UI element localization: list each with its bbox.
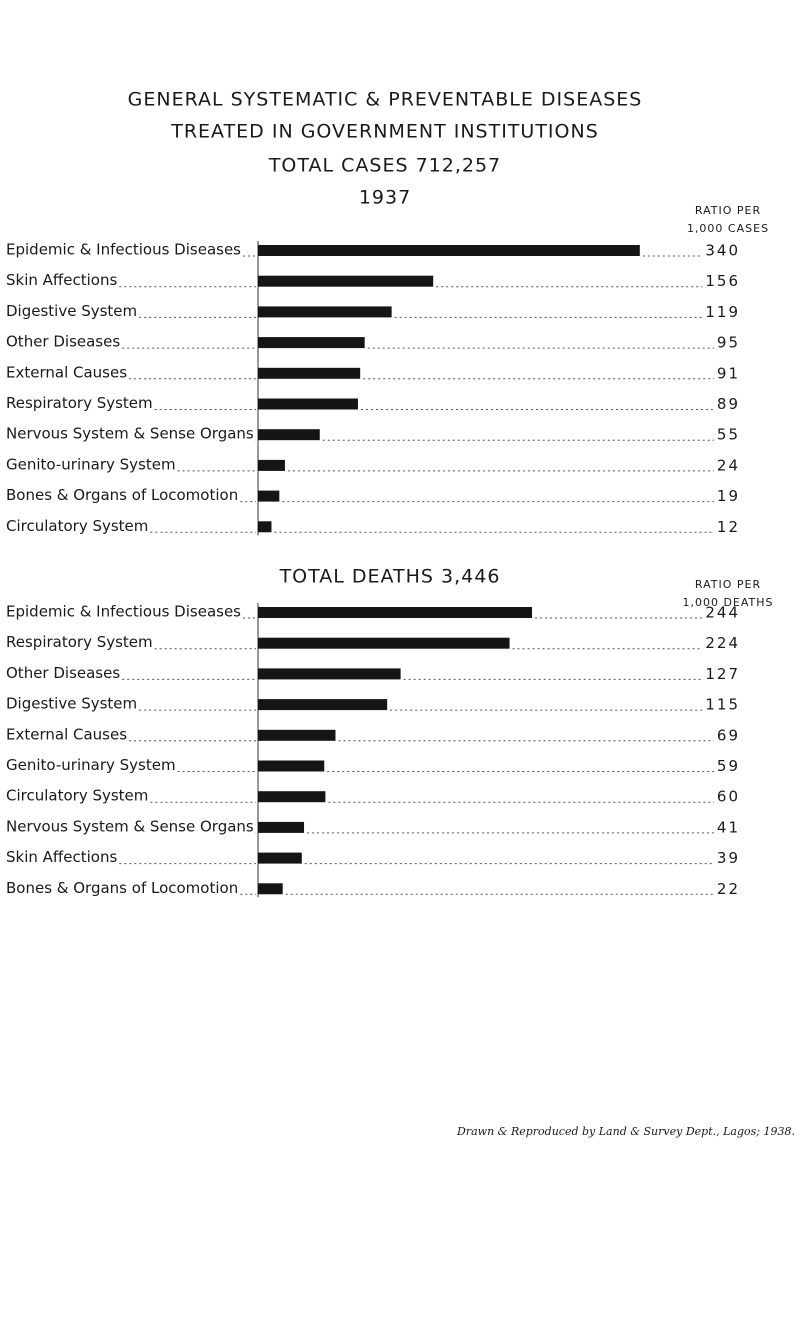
value-label: 244 [705,604,740,622]
value-label: 115 [705,696,740,714]
bar [258,521,272,533]
bar [258,821,305,833]
value-label: 55 [717,426,740,444]
value-label: 127 [705,665,740,683]
category-label: Nervous System & Sense Organs [6,817,254,835]
category-label: Bones & Organs of Locomotion [6,486,238,504]
category-label: Skin Affections [6,271,117,289]
value-label: 60 [717,788,740,806]
bar [258,459,285,471]
category-label: Circulatory System [6,787,148,805]
bar [258,245,640,256]
category-label: Digestive System [6,302,137,320]
category-label: Epidemic & Infectious Diseases [6,603,241,621]
category-label: Genito-urinary System [6,756,176,774]
category-label: Respiratory System [6,394,153,412]
value-label: 22 [717,880,740,898]
value-header: RATIO PER [695,204,761,217]
bar [258,490,280,502]
value-label: 156 [705,272,740,290]
value-header: RATIO PER [695,578,761,591]
bar [258,607,533,618]
category-label: Respiratory System [6,633,153,651]
value-label: 95 [717,334,740,352]
value-label: 69 [717,726,740,744]
value-label: 119 [705,303,740,321]
chart-subtitle: TOTAL CASES 712,257 [268,155,501,177]
value-label: 19 [717,487,740,505]
value-label: 59 [717,757,740,775]
chart-subtitle: 1937 [359,187,411,209]
bar [258,275,434,287]
value-label: 41 [717,818,740,836]
value-label: 24 [717,456,740,474]
bar [258,729,336,741]
credit: Drawn & Reproduced by Land & Survey Dept… [456,1125,795,1138]
bar [258,306,392,318]
value-label: 91 [717,364,740,382]
value-label: 224 [705,634,740,652]
bar [258,883,283,895]
value-header: 1,000 CASES [687,222,769,235]
category-label: Other Diseases [6,333,120,351]
value-header: 1,000 DEATHS [682,596,773,609]
category-label: Digestive System [6,695,137,713]
category-label: External Causes [6,725,127,743]
chart-title: TOTAL DEATHS 3,446 [279,566,501,588]
category-label: Epidemic & Infectious Diseases [6,241,241,259]
bar [258,367,361,379]
value-label: 39 [717,849,740,867]
chart-title: GENERAL SYSTEMATIC & PREVENTABLE DISEASE… [128,89,643,111]
category-label: Nervous System & Sense Organs [6,425,254,443]
bar [258,398,358,410]
category-label: Genito-urinary System [6,455,176,473]
value-label: 12 [717,518,740,536]
bar [258,852,302,864]
bar [258,760,325,772]
category-label: Skin Affections [6,848,117,866]
bar [258,668,401,680]
bar [258,791,326,803]
value-label: 340 [705,242,740,260]
chart-title: TREATED IN GOVERNMENT INSTITUTIONS [170,121,599,143]
value-label: 89 [717,395,740,413]
category-label: Other Diseases [6,664,120,682]
category-label: External Causes [6,363,127,381]
category-label: Circulatory System [6,517,148,535]
bar [258,337,365,349]
category-label: Bones & Organs of Locomotion [6,879,238,897]
bar [258,699,388,711]
bar [258,429,320,441]
bar [258,637,510,649]
